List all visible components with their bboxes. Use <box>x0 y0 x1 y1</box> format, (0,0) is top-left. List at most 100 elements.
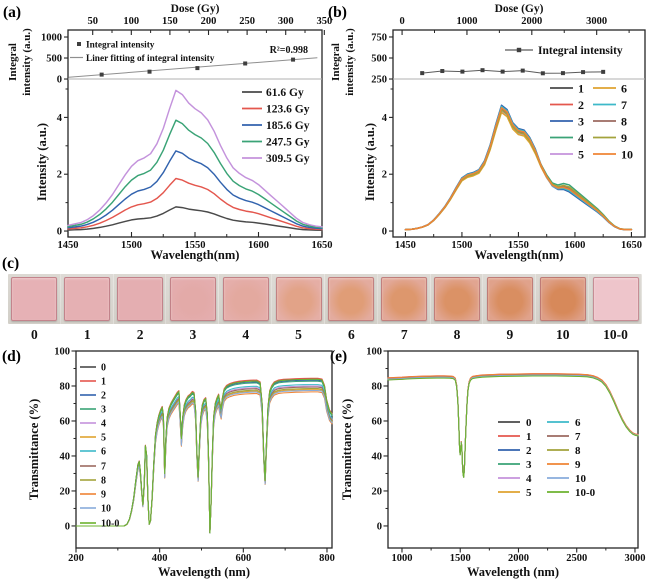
legend-label: 123.6 Gy <box>266 104 310 116</box>
x-tick-label: 1550 <box>185 240 206 251</box>
sample-photo-strip <box>8 274 642 324</box>
dose-tick-label: 3000 <box>586 16 607 27</box>
plot-box <box>392 29 646 238</box>
sample-chip <box>434 277 481 321</box>
legend-label: 8 <box>101 476 106 487</box>
y-axis-title: Intensity (a.u.) <box>35 123 49 201</box>
dose-tick-label: 350 <box>316 16 332 27</box>
x-tick-label: 1650 <box>621 240 642 251</box>
inset-y-tick-label: 0 <box>57 75 62 86</box>
inset-legend-label: Liner fitting of integral intensity <box>86 54 215 64</box>
y-tick-label: 2 <box>57 170 62 181</box>
sample-tile-2 <box>114 274 167 324</box>
sample-chip <box>11 277 58 321</box>
dose-tick-label: 50 <box>87 16 98 27</box>
integral-intensity-point <box>480 68 485 73</box>
series-line-3 <box>75 380 333 534</box>
sample-tile-3 <box>166 274 220 324</box>
y-tick-label: 60 <box>60 416 71 427</box>
y-tick-label: 4 <box>382 113 388 124</box>
dose-tick-label: 300 <box>278 16 294 27</box>
series-line-9 <box>75 391 333 533</box>
legend-label: 7 <box>575 431 581 443</box>
x-tick-label: 3000 <box>624 553 645 564</box>
series-line-10-0 <box>75 378 333 534</box>
series-line-0 <box>387 374 639 478</box>
integral-intensity-point <box>500 69 505 74</box>
integral-intensity-point <box>520 68 525 73</box>
sample-chip <box>592 277 639 321</box>
sample-label: 9 <box>506 327 514 342</box>
sample-label: 10 <box>555 327 570 342</box>
inset-y-tick-label: 250 <box>371 75 387 86</box>
legend-label: 61.6 Gy <box>266 87 304 99</box>
y-tick-label: 60 <box>372 416 383 427</box>
legend-label: 10 <box>621 147 633 161</box>
x-tick-label: 400 <box>152 553 168 564</box>
series-line-10 <box>387 374 639 478</box>
integral-intensity-point <box>560 71 565 76</box>
inset-legend-label: Integral intensity <box>538 45 623 57</box>
series-line-1 <box>387 373 639 478</box>
x-tick-label: 600 <box>235 553 251 564</box>
panel-a-chart: 50 100 150 200 250 300 350 Dose (Gy) 0 500 1000 Int… <box>7 3 333 262</box>
inset-y-axis-title: Integral <box>7 43 19 81</box>
sample-tile-4 <box>219 274 272 324</box>
dose-tick-label: 200 <box>201 16 217 27</box>
sample-tile-8 <box>431 274 484 324</box>
y-tick-label: 20 <box>60 486 71 497</box>
x-tick-label: 1000 <box>391 553 412 564</box>
sample-label: 6 <box>348 327 355 342</box>
legend-label: 185.6 Gy <box>266 120 310 132</box>
legend-label: 9 <box>101 490 106 501</box>
panel-e-chart: 1000 1500 2000 2500 3000020406080100Waveleng… <box>340 347 645 580</box>
legend-label: 5 <box>101 433 106 444</box>
sample-chip <box>169 277 216 321</box>
y-tick-label: 2 <box>382 170 387 181</box>
sample-label: 3 <box>189 327 197 342</box>
sample-label: 10-0 <box>603 327 628 342</box>
legend-marker <box>77 42 81 46</box>
x-tick-label: 1450 <box>395 240 416 251</box>
plot-box <box>75 350 333 549</box>
series-line-123.6Gy <box>67 177 323 231</box>
legend-label: 10 <box>101 504 111 515</box>
legend-label: 0 <box>101 363 106 374</box>
plot-box <box>387 350 639 549</box>
dose-tick-label: 250 <box>239 16 255 27</box>
x-axis-title: Wavelength(nm) <box>151 248 240 262</box>
y-tick-label: 100 <box>54 347 70 358</box>
dose-axis-title: Dose (Gy) <box>171 3 220 15</box>
sample-label: 2 <box>136 327 144 342</box>
sample-tile-6 <box>325 274 378 324</box>
inset-y-tick-label: 750 <box>371 32 387 43</box>
sample-tile-7 <box>377 274 431 324</box>
sample-label-row: 0 1 2 3 4 5 6 7 8 9 10 10-0 <box>8 326 642 343</box>
integral-intensity-point <box>195 66 200 71</box>
x-tick-label: 1550 <box>508 240 529 251</box>
series-line-247.5Gy <box>67 119 323 229</box>
series-line-2 <box>387 373 639 478</box>
x-tick-label: 1650 <box>312 240 333 251</box>
sample-chip <box>328 277 375 321</box>
sample-chip <box>275 277 322 321</box>
sample-tile-10 <box>536 274 589 324</box>
dose-tick-label: 2000 <box>521 16 542 27</box>
x-tick-label: 1500 <box>450 553 471 564</box>
y-tick-label: 0 <box>65 521 70 532</box>
y-axis-title: Transmittance (%) <box>27 399 41 500</box>
y-tick-label: 0 <box>57 227 62 238</box>
sample-label: 8 <box>453 327 461 342</box>
legend-label: 309.5 Gy <box>266 153 310 165</box>
dose-axis-title: Dose (Gy) <box>495 3 544 15</box>
sample-tile-9 <box>483 274 537 324</box>
series-line-10-0 <box>387 375 639 478</box>
legend-label: 3 <box>578 114 584 128</box>
x-tick-label: 1500 <box>121 240 142 251</box>
x-tick-label: 1600 <box>564 240 585 251</box>
legend-label: 2 <box>578 98 584 112</box>
legend-label: 247.5 Gy <box>266 137 310 149</box>
integral-intensity-line <box>421 69 604 74</box>
